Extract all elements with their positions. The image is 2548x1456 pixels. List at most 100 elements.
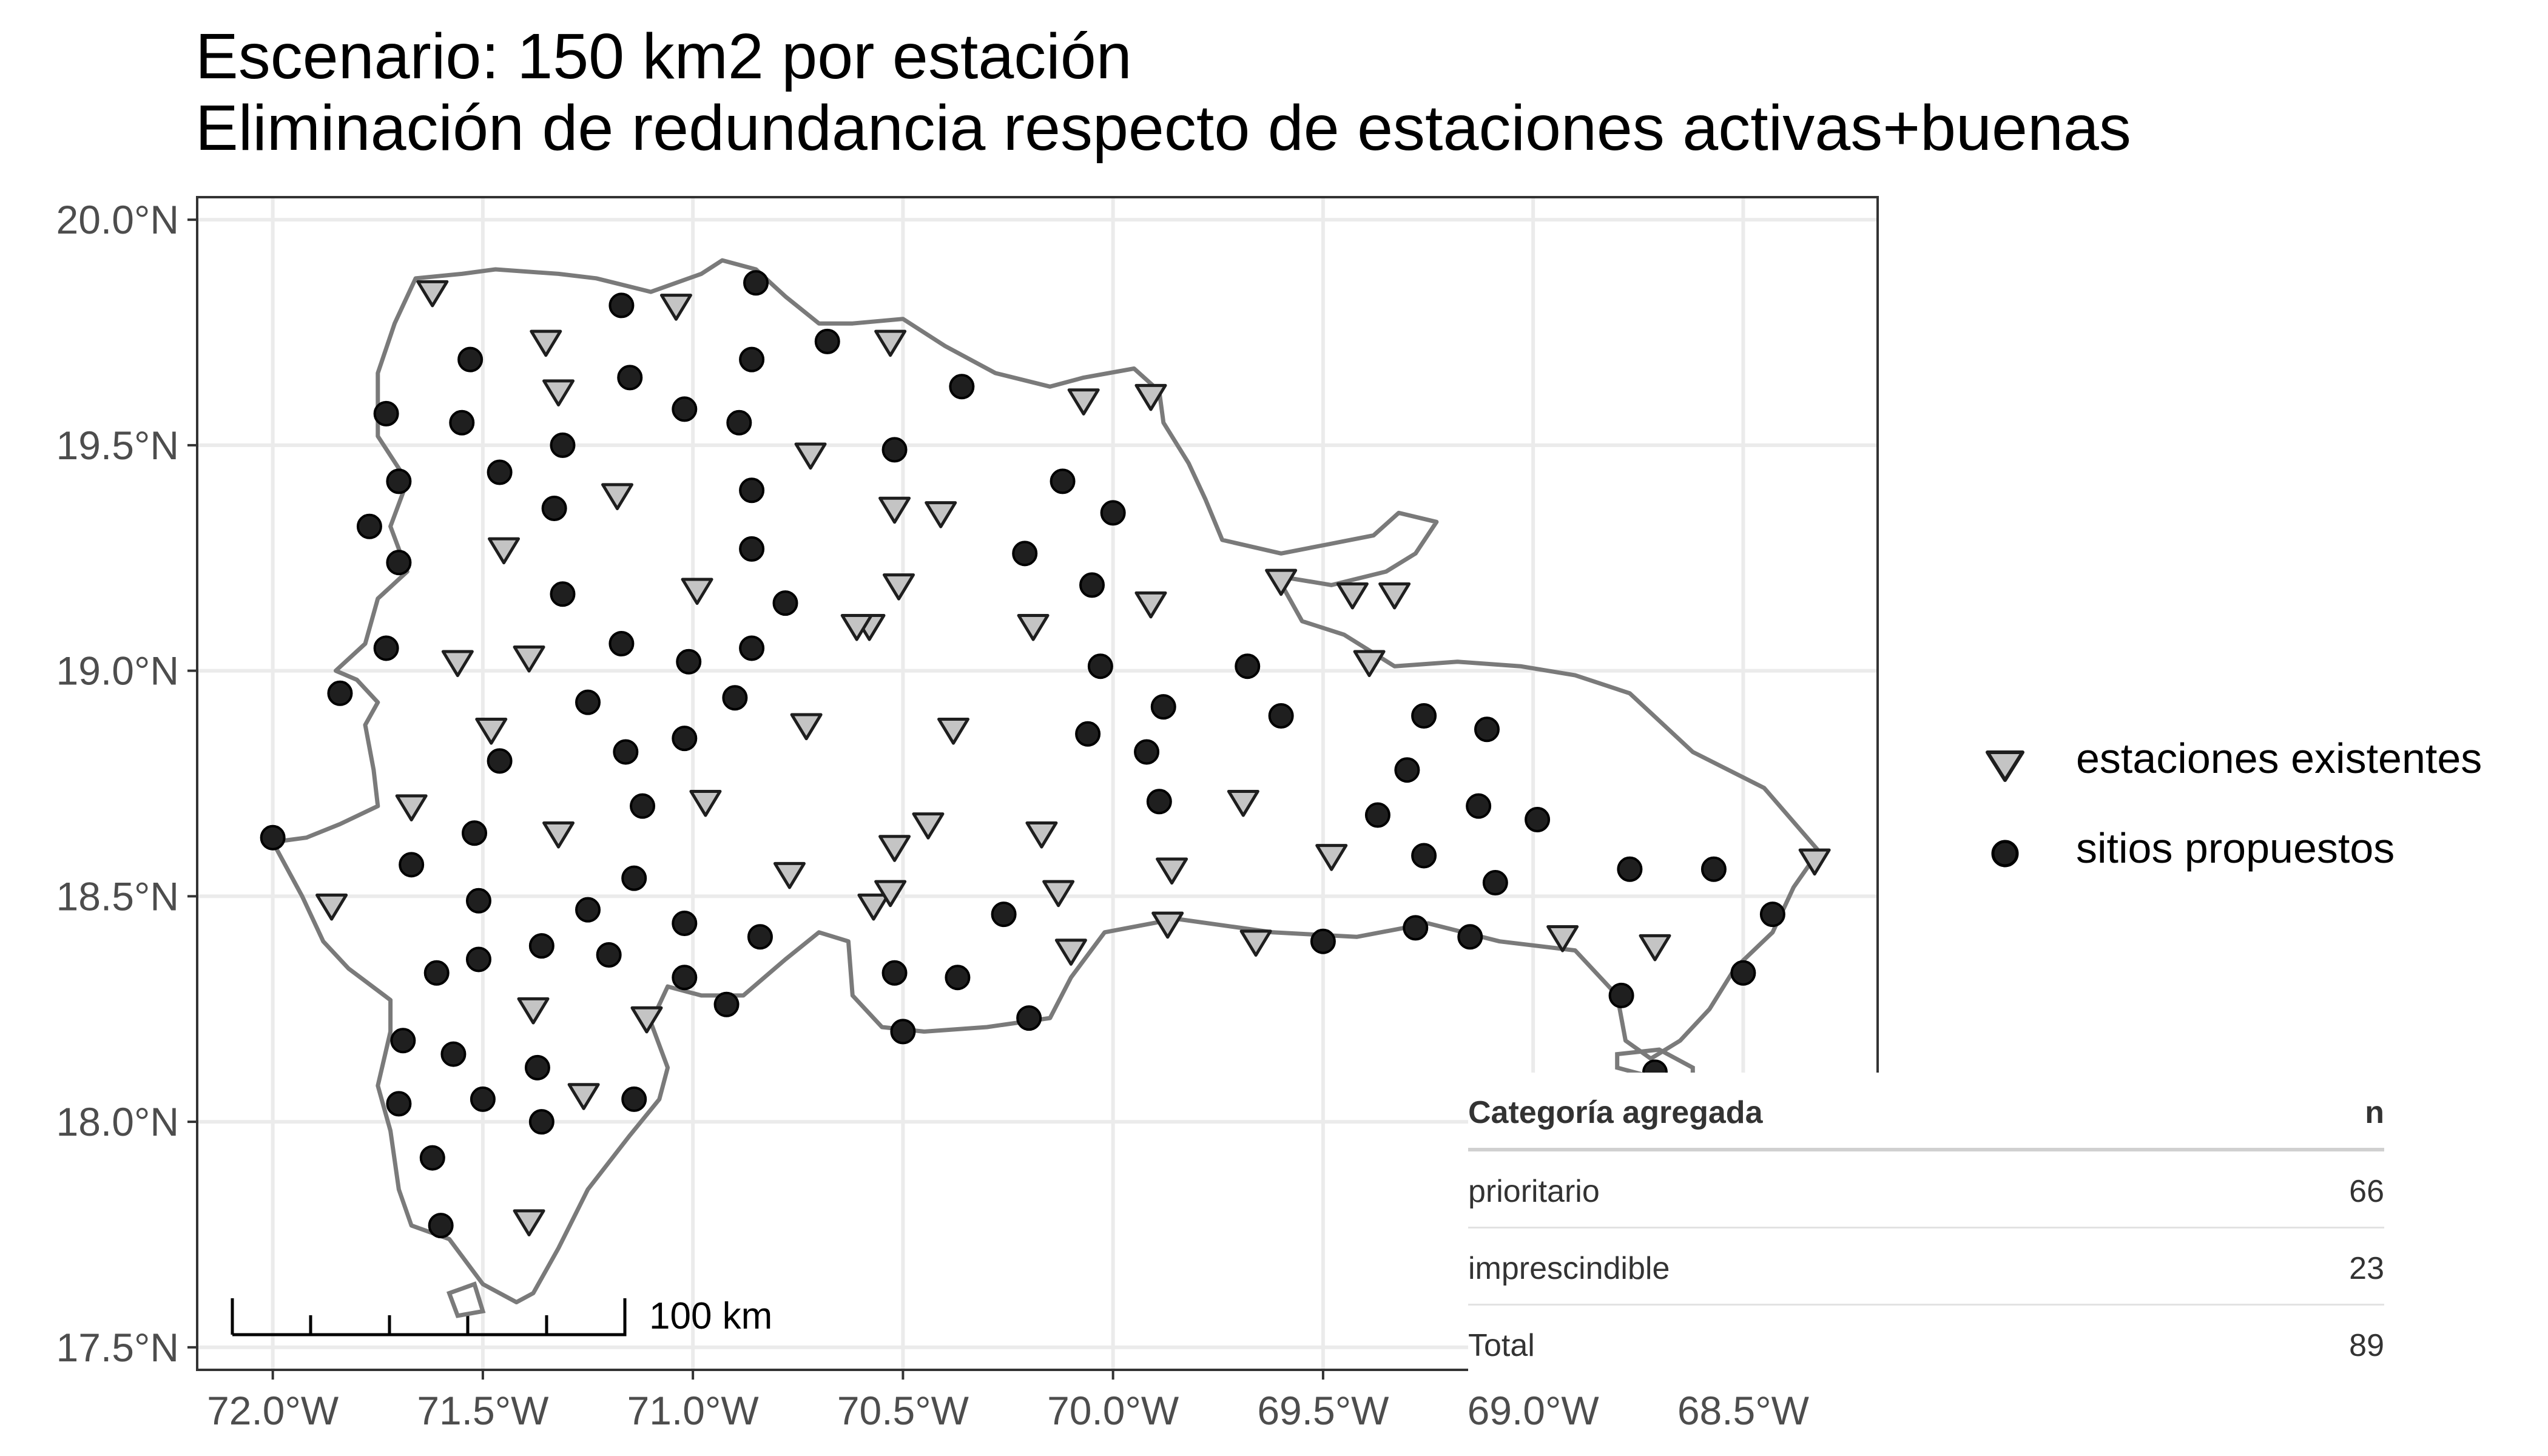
- proposed-site-marker: [386, 468, 412, 494]
- y-tick-label: 18.0°N: [56, 1099, 179, 1144]
- existing-station-marker: [937, 717, 969, 745]
- proposed-site-marker: [487, 748, 513, 774]
- existing-station-marker: [1336, 582, 1369, 610]
- proposed-site-marker: [1411, 703, 1437, 729]
- existing-station-marker: [517, 997, 550, 1025]
- proposed-site-marker: [621, 865, 647, 891]
- map-title-line-1: Escenario: 150 km2 por estación: [195, 21, 1132, 92]
- proposed-site-marker: [608, 631, 635, 657]
- row-category: prioritario: [1468, 1174, 1600, 1209]
- existing-station-marker: [773, 861, 806, 889]
- triangle-down-icon: [1986, 750, 2024, 782]
- existing-station-marker: [513, 1209, 545, 1236]
- proposed-site-marker: [1150, 694, 1176, 720]
- proposed-site-marker: [608, 292, 635, 318]
- y-tick-label: 17.5°N: [56, 1325, 179, 1370]
- existing-station-marker: [530, 329, 562, 357]
- proposed-site-marker: [739, 635, 765, 661]
- existing-station-marker: [542, 821, 575, 849]
- existing-station-marker: [925, 501, 957, 528]
- proposed-site-marker: [726, 410, 752, 436]
- proposed-site-marker: [1087, 653, 1113, 679]
- existing-station-marker: [1054, 939, 1087, 966]
- y-tick-label: 18.5°N: [56, 874, 179, 918]
- existing-station-marker: [794, 442, 827, 470]
- circle-icon: [1991, 840, 2019, 868]
- existing-station-marker: [1265, 568, 1298, 596]
- legend: estaciones existentes sitios propuestos: [1978, 722, 2524, 902]
- existing-station-marker: [1798, 848, 1831, 876]
- legend-item-proposed: sitios propuestos: [1978, 812, 2524, 902]
- table-header: Categoría agregada n: [1468, 1073, 2384, 1151]
- x-tick-label: 69.5°W: [1257, 1388, 1389, 1433]
- legend-label-existing: estaciones existentes: [2076, 735, 2482, 782]
- existing-station-marker: [513, 645, 545, 673]
- header-category: Categoría agregada: [1468, 1095, 1763, 1130]
- proposed-site-marker: [457, 346, 484, 372]
- proposed-site-marker: [945, 965, 971, 991]
- y-tick-label: 19.0°N: [56, 649, 179, 693]
- proposed-site-marker: [1079, 572, 1105, 598]
- proposed-site-marker: [1100, 500, 1126, 526]
- existing-stations-layer: [315, 280, 1831, 1236]
- proposed-site-marker: [743, 270, 769, 296]
- existing-station-marker: [857, 893, 890, 921]
- x-tick-label: 70.5°W: [837, 1388, 969, 1433]
- x-tick-label: 68.5°W: [1677, 1388, 1810, 1433]
- proposed-site-marker: [386, 550, 412, 576]
- legend-label-proposed: sitios propuestos: [2076, 824, 2395, 872]
- proposed-site-marker: [1310, 928, 1336, 954]
- proposed-site-marker: [1268, 703, 1294, 729]
- proposed-site-marker: [991, 902, 1017, 928]
- total-label: Total: [1468, 1328, 1535, 1363]
- proposed-site-marker: [1050, 468, 1076, 494]
- proposed-site-marker: [390, 1028, 416, 1054]
- proposed-site-marker: [814, 328, 840, 354]
- proposed-site-marker: [676, 649, 702, 675]
- existing-station-marker: [1353, 650, 1386, 678]
- row-count: 23: [2349, 1251, 2384, 1286]
- proposed-site-marker: [470, 1086, 496, 1112]
- existing-station-marker: [1156, 857, 1188, 885]
- proposed-site-marker: [1730, 960, 1756, 986]
- existing-station-marker: [840, 613, 873, 641]
- existing-station-marker: [1227, 789, 1259, 817]
- existing-station-marker: [475, 717, 508, 745]
- existing-station-marker: [1067, 388, 1100, 416]
- proposed-site-marker: [1759, 902, 1785, 928]
- proposed-site-marker: [1482, 870, 1508, 896]
- proposed-site-marker: [1617, 856, 1643, 882]
- proposed-site-marker: [672, 396, 698, 422]
- scale-bar-label: 100 km: [649, 1295, 772, 1337]
- plot-panel-border: [196, 196, 1879, 1371]
- existing-station-marker: [1025, 821, 1058, 849]
- proposed-site-marker: [260, 824, 286, 851]
- proposed-site-marker: [949, 374, 975, 400]
- existing-station-marker: [912, 812, 945, 840]
- x-tick-label: 72.0°W: [207, 1388, 339, 1433]
- x-tick-label: 70.0°W: [1047, 1388, 1179, 1433]
- summary-table: Categoría agregada n prioritario 66 impr…: [1468, 1073, 2384, 1381]
- existing-station-marker: [630, 1006, 663, 1034]
- proposed-site-marker: [617, 365, 643, 391]
- proposed-site-marker: [465, 888, 491, 914]
- proposed-site-marker: [672, 726, 698, 752]
- proposed-site-marker: [1364, 802, 1390, 828]
- proposed-site-marker: [621, 1086, 647, 1112]
- existing-station-marker: [567, 1083, 600, 1110]
- existing-station-marker: [1546, 925, 1579, 952]
- proposed-site-marker: [613, 739, 639, 765]
- proposed-site-marker: [356, 513, 382, 539]
- proposed-site-marker: [672, 965, 698, 991]
- proposed-site-marker: [1394, 757, 1420, 783]
- existing-station-marker: [1378, 582, 1411, 610]
- proposed-site-marker: [541, 495, 567, 521]
- x-tick-label: 71.0°W: [627, 1388, 760, 1433]
- proposed-site-marker: [423, 960, 450, 986]
- x-tick-label: 69.0°W: [1468, 1388, 1600, 1433]
- existing-station-marker: [1639, 934, 1671, 962]
- proposed-site-marker: [524, 1054, 550, 1080]
- table-total-row: Total 89: [1468, 1306, 2384, 1381]
- existing-station-marker: [1134, 591, 1167, 619]
- proposed-site-marker: [373, 635, 399, 661]
